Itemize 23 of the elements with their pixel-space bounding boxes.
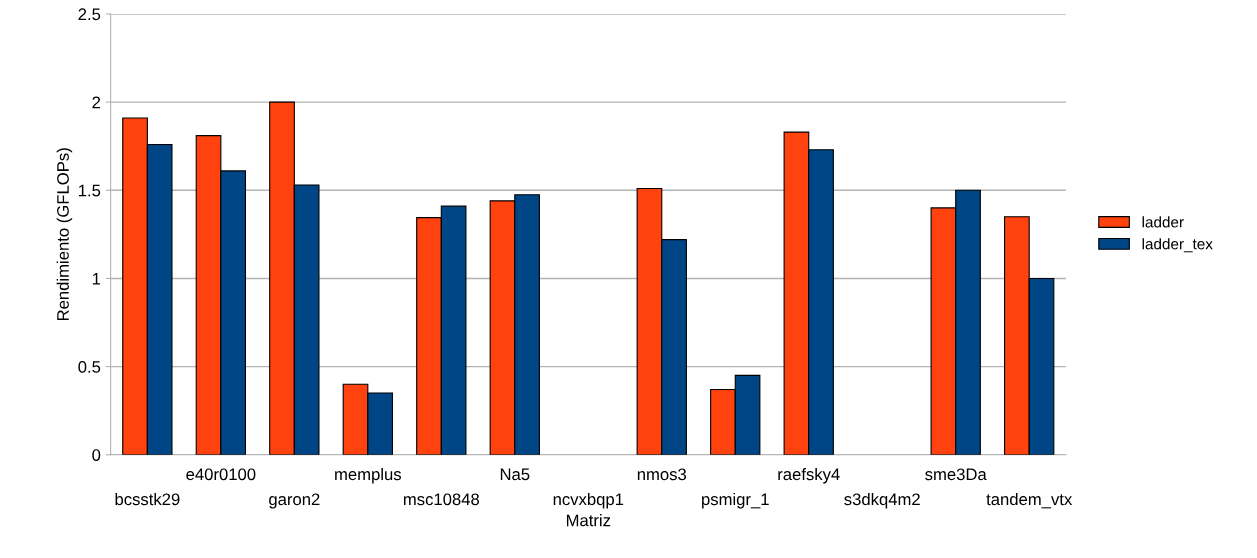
x-tick-label: s3dkq4m2: [844, 492, 920, 509]
x-tick-label: bcsstk29: [115, 492, 180, 506]
x-tick-label: tandem_vtx: [986, 492, 1073, 509]
x-tick-label: garon2: [269, 493, 320, 509]
x-tick-label: nmos3: [637, 468, 687, 481]
y-tick-label: 2: [92, 96, 101, 109]
x-axis-title: Matriz: [566, 514, 611, 527]
x-tick-label: raefsky4: [778, 467, 840, 484]
legend-label: ladder: [1142, 216, 1184, 228]
y-tick-label: 2.5: [78, 8, 101, 21]
x-tick-label: e40r0100: [186, 468, 256, 481]
y-tick-label: 1.5: [79, 184, 101, 197]
legend-label: ladder_tex: [1142, 238, 1213, 253]
x-tick-label: ncvxbqp1: [553, 492, 624, 509]
y-tick-label: 1: [92, 273, 101, 285]
x-tick-label: memplus: [335, 467, 402, 484]
x-tick-label: Na5: [500, 468, 530, 481]
x-tick-label: psmigr_1: [702, 492, 769, 509]
y-axis-title: Rendimiento (GFLOPs): [56, 148, 73, 321]
y-tick-label: 0.5: [78, 361, 101, 373]
x-tick-label: sme3Da: [925, 468, 987, 481]
y-tick-label: 0: [92, 449, 101, 461]
x-tick-label: msc10848: [403, 493, 480, 506]
